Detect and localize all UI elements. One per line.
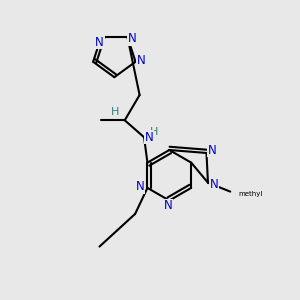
Text: N: N [136,54,145,67]
Text: N: N [128,32,136,45]
Text: N: N [136,180,144,193]
Text: N: N [164,200,172,212]
Text: H: H [111,107,119,117]
Text: H: H [150,127,158,137]
Text: N: N [208,143,217,157]
Text: N: N [144,131,153,144]
Text: N: N [209,178,218,191]
Text: methyl: methyl [238,191,263,197]
Text: N: N [95,36,104,49]
